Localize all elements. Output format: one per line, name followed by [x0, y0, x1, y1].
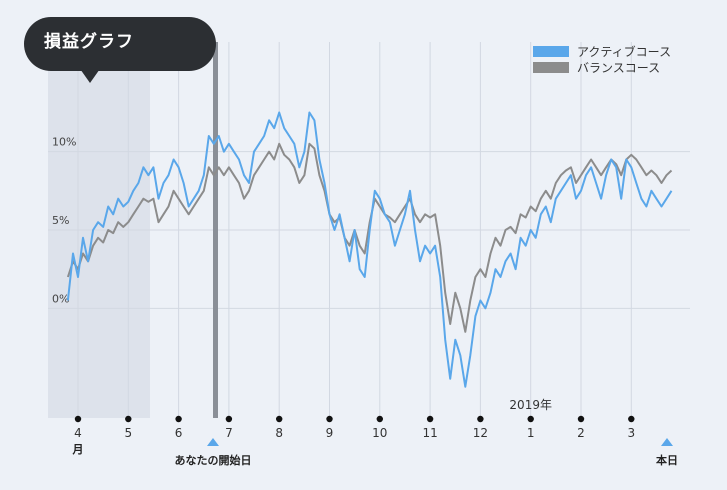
today-label: 本日 [656, 453, 678, 467]
legend-swatch-balance [533, 62, 569, 73]
title-bubble-tail [78, 66, 102, 83]
x-tick-dot-11 [628, 415, 635, 423]
x-tick-label-4: 8 [275, 426, 283, 440]
x-tick-dot-9 [527, 415, 534, 423]
x-tick-dot-8 [477, 415, 484, 423]
year-label: 2019年 [509, 398, 552, 412]
legend-swatch-active [533, 46, 569, 57]
x-tick-dot-0 [74, 415, 82, 423]
x-tick-dot-10 [577, 415, 585, 423]
start-date-marker [213, 42, 218, 418]
today-arrow [661, 438, 673, 446]
start-date-arrow [207, 438, 219, 446]
x-tick-label-0: 4 [74, 426, 82, 440]
x-tick-label-11: 3 [627, 426, 635, 440]
x-tick-label-9: 1 [527, 426, 535, 440]
x-tick-dot-2 [175, 415, 182, 423]
series-line-0 [66, 111, 673, 388]
y-tick-label-1: 5% [52, 214, 69, 227]
y-tick-label-2: 0% [52, 292, 69, 305]
x-tick-dot-5 [326, 415, 333, 423]
series-line-1 [66, 142, 673, 333]
x-tick-label-5: 9 [326, 426, 334, 440]
x-tick-dot-7 [426, 415, 434, 423]
x-tick-dot-3 [225, 415, 233, 423]
x-tick-label-3: 7 [225, 426, 233, 440]
x-tick-dot-6 [376, 415, 383, 423]
x-tick-label-10: 2 [577, 426, 585, 440]
chart-title: 損益グラフ [44, 32, 134, 52]
legend: アクティブコース バランスコース [533, 44, 671, 76]
legend-label-balance: バランスコース [577, 61, 661, 75]
title-bubble [24, 17, 216, 71]
x-tick-label-2: 6 [175, 426, 183, 440]
x-tick-dot-1 [125, 415, 132, 423]
y-tick-label-0: 10% [52, 136, 76, 149]
x-tick-dot-4 [276, 415, 283, 423]
x-tick-sublabel: 月 [72, 443, 84, 456]
x-tick-label-1: 5 [124, 426, 132, 440]
start-date-label: あなたの開始日 [175, 453, 252, 467]
legend-item-balance: バランスコース [533, 60, 671, 75]
x-tick-label-8: 12 [473, 426, 488, 440]
legend-label-active: アクティブコース [577, 45, 672, 59]
x-tick-label-6: 10 [372, 426, 387, 440]
x-tick-label-7: 11 [422, 426, 437, 440]
legend-item-active: アクティブコース [533, 44, 671, 59]
